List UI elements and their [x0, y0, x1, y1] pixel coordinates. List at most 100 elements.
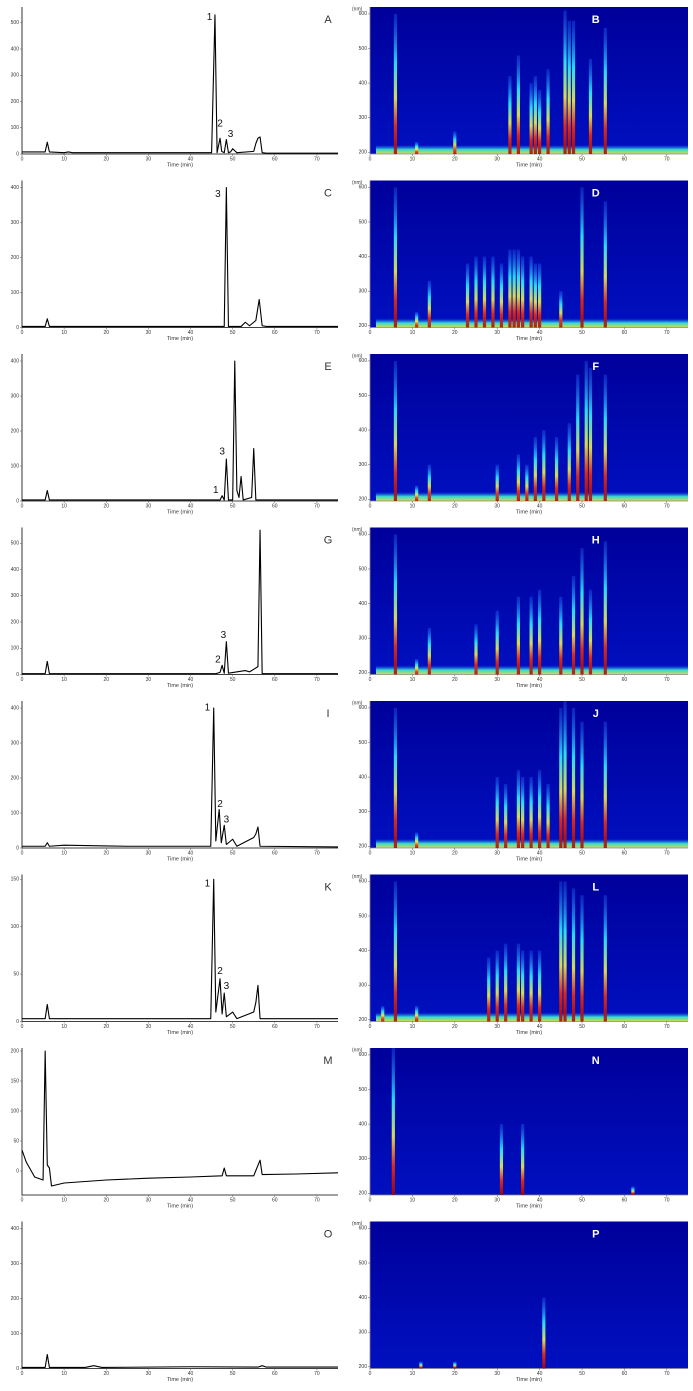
x-tick-label: 10 — [410, 850, 416, 856]
spectral-streak — [529, 256, 533, 328]
panel-label: F — [592, 361, 599, 373]
spectral-streak — [542, 1297, 546, 1369]
y-tick-label: 0 — [16, 845, 19, 851]
spectral-streak — [580, 548, 584, 675]
y-tick-label: 600 — [359, 1052, 368, 1058]
panel-label: C — [324, 187, 332, 199]
spectral-streak — [603, 374, 607, 501]
panel-label: J — [593, 708, 599, 720]
x-tick-label: 30 — [146, 1371, 152, 1377]
panel-label: L — [592, 881, 599, 893]
spectral-streak — [465, 263, 470, 328]
spectral-streak — [559, 881, 563, 1022]
y-tick-label: 400 — [359, 1121, 368, 1127]
y-tick-label: 400 — [11, 567, 20, 573]
x-tick-label: 60 — [272, 677, 278, 683]
x-tick-label: 70 — [664, 677, 670, 683]
x-tick-label: 10 — [410, 1024, 416, 1030]
panel-label: O — [324, 1228, 333, 1240]
x-tick-label: 60 — [272, 503, 278, 509]
spectral-streak — [603, 201, 607, 328]
y-tick-label: 400 — [359, 80, 368, 86]
spectral-streak — [393, 707, 398, 848]
panel-label: D — [592, 187, 600, 199]
heatmap-background — [370, 701, 688, 848]
peak-label: 1 — [205, 879, 211, 890]
x-tick-label: 30 — [146, 677, 152, 683]
x-tick-label: 20 — [452, 1024, 458, 1030]
x-tick-label: 70 — [664, 1197, 670, 1203]
heatmap-background — [370, 527, 688, 675]
y-tick-label: 400 — [11, 185, 20, 191]
x-tick-label: 40 — [537, 1024, 543, 1030]
peak-label: 1 — [205, 703, 211, 714]
peak-label: 3 — [224, 815, 230, 826]
spectral-streak — [482, 256, 487, 328]
x-tick-label: 20 — [103, 1197, 109, 1203]
spectral-streak — [538, 263, 542, 328]
spectral-streak — [415, 832, 419, 848]
panel-label: G — [324, 534, 333, 546]
peak-label: 1 — [213, 485, 219, 496]
x-tick-label: 20 — [452, 1371, 458, 1377]
x-tick-label: 40 — [188, 1197, 194, 1203]
peak-label: 3 — [215, 189, 221, 200]
x-tick-label: 0 — [21, 503, 24, 509]
x-tick-label: 70 — [314, 1197, 320, 1203]
spectral-streak — [603, 895, 607, 1022]
x-axis-label: Time (min) — [167, 1203, 193, 1209]
y-tick-label: 500 — [359, 740, 368, 746]
spectral-streak — [474, 624, 478, 675]
spectral-streak — [516, 249, 520, 328]
heatmap-background — [370, 874, 688, 1022]
y-tick-label: 600 — [359, 879, 368, 885]
peak-label: 3 — [228, 129, 234, 140]
y-tick-label: 500 — [359, 913, 368, 919]
baseline-band — [376, 492, 688, 501]
x-tick-label: 10 — [61, 1197, 67, 1203]
y-tick-label: 300 — [359, 1330, 368, 1336]
y-tick-label: 400 — [359, 948, 368, 954]
y-tick-label: 400 — [359, 1295, 368, 1301]
x-tick-label: 0 — [369, 850, 372, 856]
x-tick-label: 20 — [452, 850, 458, 856]
x-tick-label: 70 — [314, 850, 320, 856]
x-tick-label: 70 — [314, 677, 320, 683]
x-tick-label: 50 — [230, 850, 236, 856]
y-axis-label: (nm) — [352, 1221, 363, 1227]
y-tick-label: 300 — [359, 636, 368, 642]
x-tick-label: 60 — [272, 156, 278, 162]
x-tick-label: 40 — [537, 503, 543, 509]
x-tick-label: 20 — [452, 503, 458, 509]
spectral-streak — [567, 20, 571, 154]
y-tick-label: 200 — [11, 775, 20, 781]
x-tick-label: 70 — [664, 156, 670, 162]
y-axis-label: (nm) — [352, 6, 363, 12]
spectral-streak — [393, 360, 398, 501]
heatmap-background — [370, 1048, 688, 1195]
spectral-streak — [588, 589, 593, 675]
spectral-streak — [508, 249, 512, 328]
spectral-streak — [554, 437, 559, 501]
x-tick-label: 30 — [494, 1024, 500, 1030]
chromatogram-line — [21, 1050, 339, 1187]
spectral-streak — [563, 881, 567, 1022]
y-tick-label: 0 — [16, 325, 19, 331]
y-tick-label: 200 — [11, 1296, 20, 1302]
x-tick-label: 20 — [103, 677, 109, 683]
x-tick-label: 30 — [146, 1197, 152, 1203]
x-tick-label: 40 — [537, 850, 543, 856]
y-tick-label: 300 — [11, 393, 20, 399]
x-tick-label: 50 — [579, 1197, 585, 1203]
y-tick-label: 100 — [11, 463, 20, 469]
y-tick-label: 200 — [359, 844, 368, 850]
spectral-streak — [453, 1361, 457, 1369]
spectral-streak — [538, 950, 542, 1022]
y-tick-label: 200 — [359, 1017, 368, 1023]
x-tick-label: 20 — [452, 330, 458, 336]
x-tick-label: 10 — [410, 1371, 416, 1377]
y-tick-label: 300 — [11, 740, 20, 746]
panel-label: E — [324, 361, 331, 373]
chromatogram-line — [22, 360, 338, 501]
